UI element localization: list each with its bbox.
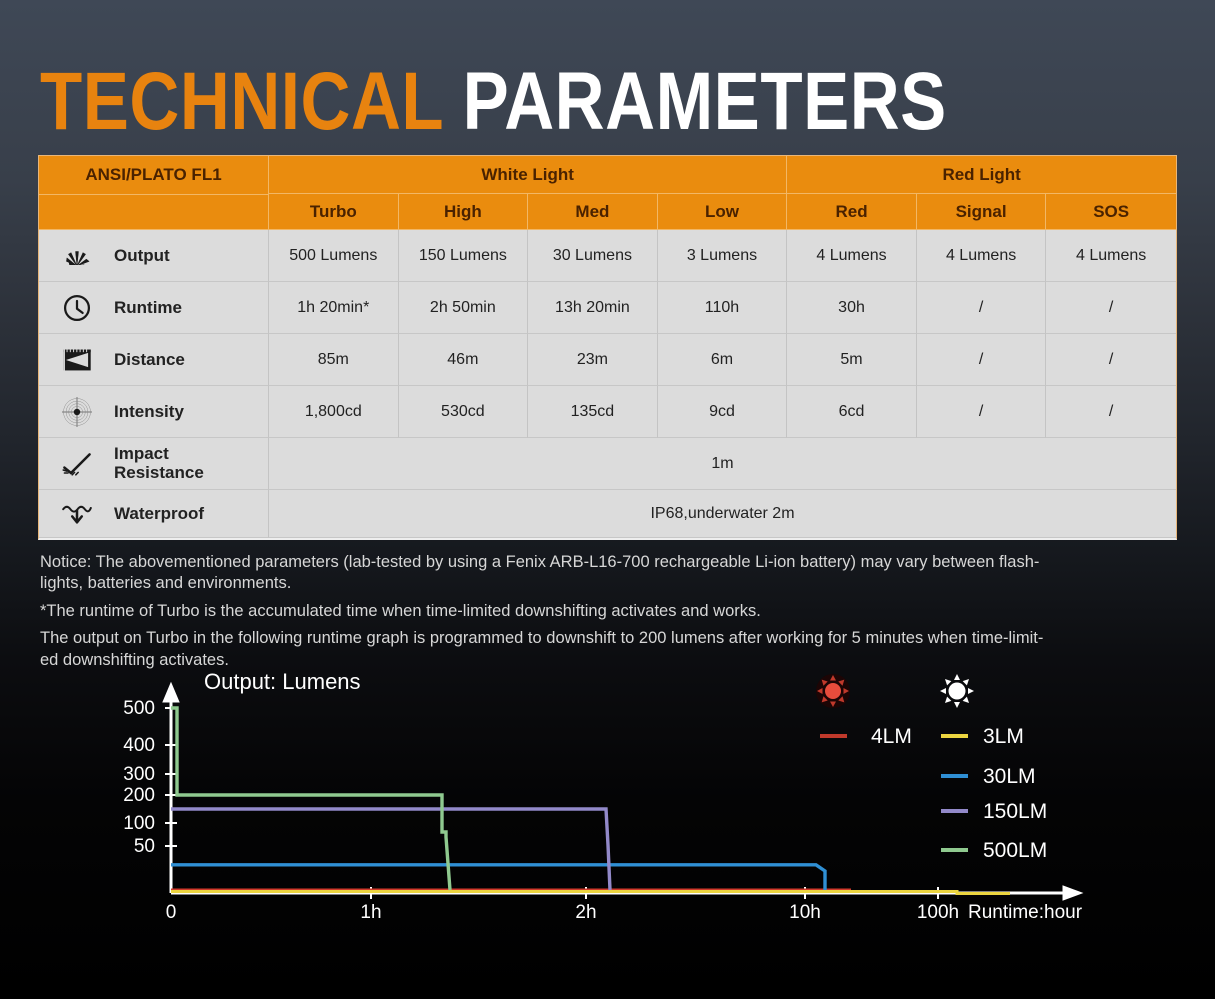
svg-text:30LM: 30LM	[983, 765, 1036, 788]
svg-text:100: 100	[123, 813, 155, 834]
svg-text:2h: 2h	[575, 902, 596, 923]
svg-text:100h: 100h	[917, 902, 959, 923]
svg-text:1h: 1h	[360, 902, 381, 923]
svg-text:Output: Lumens: Output: Lumens	[204, 669, 361, 694]
svg-text:4LM: 4LM	[871, 725, 912, 748]
svg-text:200: 200	[123, 785, 155, 806]
svg-text:Runtime:hour: Runtime:hour	[968, 902, 1083, 923]
svg-text:150LM: 150LM	[983, 800, 1047, 823]
svg-text:300: 300	[123, 764, 155, 785]
svg-text:0: 0	[166, 902, 177, 923]
svg-text:50: 50	[134, 836, 155, 857]
svg-text:400: 400	[123, 735, 155, 756]
svg-text:500: 500	[123, 698, 155, 719]
svg-text:3LM: 3LM	[983, 725, 1024, 748]
svg-text:10h: 10h	[789, 902, 821, 923]
svg-text:500LM: 500LM	[983, 839, 1047, 862]
